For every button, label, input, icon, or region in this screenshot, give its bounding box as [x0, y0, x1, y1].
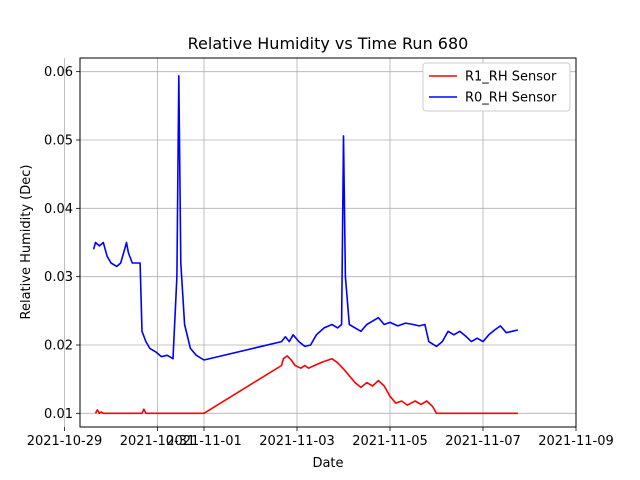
y-tick-label: 0.05 [44, 134, 73, 149]
legend-label: R1_RH Sensor [465, 70, 557, 85]
x-axis-label: Date [312, 456, 343, 471]
y-tick-label: 0.06 [44, 65, 73, 80]
x-tick-label: 2021-11-07 [445, 434, 521, 449]
series-line-2 [92, 75, 519, 361]
x-tick-label: 2021-10-29 [27, 434, 103, 449]
x-tick-label: 2021-11-03 [259, 434, 335, 449]
x-tick-label: 2021-11-01 [166, 434, 242, 449]
plot-frame [79, 57, 577, 428]
series-layer [92, 75, 519, 415]
x-tick-label: 2021-10-31 [120, 434, 196, 449]
series-line-1 [94, 355, 518, 415]
legend-box [422, 62, 571, 112]
y-tick-label: 0.01 [44, 407, 73, 422]
y-tick-label: 0.03 [44, 270, 73, 285]
y-tick-label: 0.04 [44, 202, 73, 217]
legend-label: R0_RH Sensor [465, 91, 557, 106]
y-tick-label: 0.02 [44, 339, 73, 354]
chart-title: Relative Humidity vs Time Run 680 [188, 34, 469, 53]
x-tick-label: 2021-11-05 [352, 434, 428, 449]
legend: R1_RH Sensor R0_RH Sensor [422, 62, 571, 112]
y-axis-label: Relative Humidity (Dec) [19, 165, 34, 320]
y-axis: 0.01 0.02 0.03 0.04 0.05 0.06 [44, 65, 80, 422]
x-tick-label: 2021-11-09 [538, 434, 614, 449]
